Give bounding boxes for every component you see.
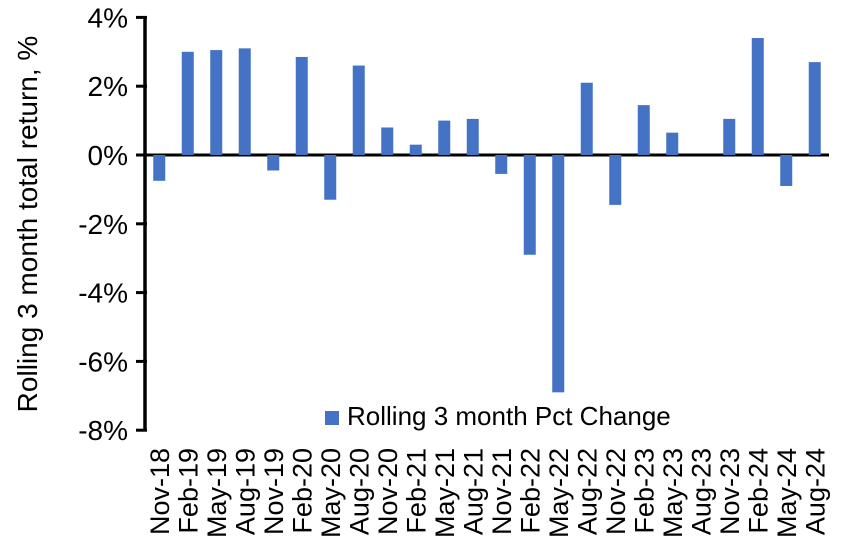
bar-May-24 (780, 155, 793, 186)
y-tick-label-2%: 2% (88, 71, 128, 102)
bar-Nov-19 (267, 155, 280, 171)
legend-swatch-icon (325, 411, 339, 425)
y-axis-ticks: 4% 2% 0% -2% -4% -6% -8% (78, 2, 147, 446)
bar-Aug-22 (580, 82, 593, 155)
bar-Nov-22 (609, 155, 622, 205)
bar-Nov-18 (153, 155, 166, 181)
x-tick-label-May-22: May-22 (544, 448, 574, 538)
bar-Nov-21 (495, 155, 508, 174)
y-tick-label--4%: -4% (78, 278, 128, 309)
bar-Aug-20 (352, 65, 365, 155)
bar-Feb-22 (523, 155, 536, 255)
x-tick-label-Nov-19: Nov-19 (259, 448, 289, 535)
legend: Rolling 3 month Pct Change (325, 401, 671, 431)
bar-May-19 (210, 50, 223, 155)
y-tick-label-0%: 0% (88, 140, 128, 171)
bar-Aug-19 (238, 48, 251, 155)
bar-Aug-24 (808, 62, 821, 156)
x-tick-label-Nov-21: Nov-21 (487, 448, 517, 535)
bar-Aug-21 (466, 118, 479, 155)
x-tick-label-Feb-22: Feb-22 (515, 448, 545, 534)
x-tick-label-May-23: May-23 (658, 448, 688, 538)
bar-May-22 (552, 155, 565, 393)
bar-May-21 (438, 120, 451, 155)
y-tick-label--6%: -6% (78, 346, 128, 377)
bar-May-23 (666, 132, 679, 155)
x-tick-label-May-19: May-19 (202, 448, 232, 538)
bar-Feb-20 (295, 56, 308, 155)
bars-group (153, 38, 821, 393)
bar-Nov-23 (723, 118, 736, 155)
x-tick-label-Aug-19: Aug-19 (230, 448, 260, 535)
bar-Feb-19 (181, 51, 194, 155)
x-tick-label-May-20: May-20 (316, 448, 346, 538)
x-tick-label-Aug-24: Aug-24 (800, 448, 830, 535)
legend-label: Rolling 3 month Pct Change (347, 401, 671, 431)
x-tick-label-Nov-22: Nov-22 (601, 448, 631, 535)
y-tick-label--2%: -2% (78, 209, 128, 240)
bar-Nov-20 (381, 127, 394, 155)
x-tick-label-Aug-20: Aug-20 (344, 448, 374, 535)
bar-Feb-21 (409, 144, 422, 155)
bar-May-20 (324, 155, 337, 200)
x-tick-label-Feb-20: Feb-20 (287, 448, 317, 534)
x-tick-label-Aug-23: Aug-23 (686, 448, 716, 535)
bar-Feb-23 (637, 105, 650, 155)
x-tick-label-Nov-18: Nov-18 (145, 448, 175, 535)
x-tick-label-Aug-21: Aug-21 (458, 448, 488, 535)
x-tick-label-Feb-24: Feb-24 (743, 448, 773, 534)
x-tick-label-Feb-21: Feb-21 (401, 448, 431, 534)
x-tick-label-Feb-23: Feb-23 (629, 448, 659, 534)
y-tick-label--8%: -8% (78, 415, 128, 446)
x-tick-label-Aug-22: Aug-22 (572, 448, 602, 535)
x-tick-label-May-24: May-24 (772, 448, 802, 538)
x-tick-label-Feb-19: Feb-19 (173, 448, 203, 534)
y-axis-title: Rolling 3 month total return, % (12, 36, 43, 413)
x-tick-label-Nov-20: Nov-20 (373, 448, 403, 535)
y-tick-label-4%: 4% (88, 2, 128, 33)
x-axis-labels: Nov-18Feb-19May-19Aug-19Nov-19Feb-20May-… (145, 448, 831, 538)
bar-Feb-24 (751, 38, 764, 155)
x-tick-label-Nov-23: Nov-23 (715, 448, 745, 535)
x-tick-label-May-21: May-21 (430, 448, 460, 538)
